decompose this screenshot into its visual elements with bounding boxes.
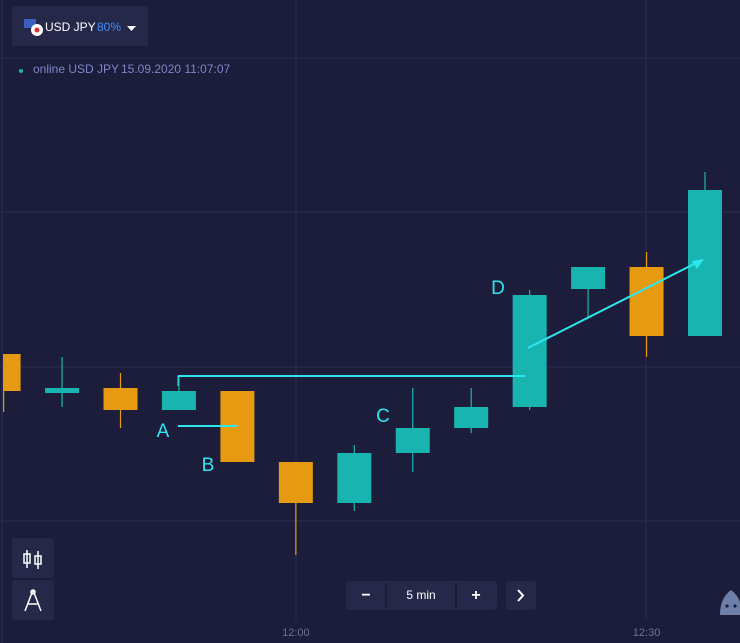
zoom-out[interactable]: − xyxy=(361,587,370,604)
chart-type-button[interactable] xyxy=(12,538,54,578)
candle-body xyxy=(161,391,196,410)
status-label: online USD JPY xyxy=(33,62,119,76)
candle-body xyxy=(103,388,138,410)
candle-body xyxy=(454,407,489,428)
candle-body xyxy=(571,267,606,289)
timestamp: 15.09.2020 11:07:07 xyxy=(121,62,231,76)
zoom-control: − 5 min + xyxy=(346,581,497,610)
time-axis: 12:00 12:30 xyxy=(282,627,660,639)
time-label: 12:00 xyxy=(282,627,310,639)
candle-body xyxy=(278,462,313,503)
candle-body xyxy=(688,190,722,336)
interval[interactable]: 5 min xyxy=(406,588,435,602)
annotation-label: A xyxy=(157,421,170,442)
zoom-in[interactable]: + xyxy=(471,587,480,604)
candle-body xyxy=(512,295,547,407)
candle-body xyxy=(3,354,21,391)
annotation-label: C xyxy=(376,406,390,427)
time-label: 12:30 xyxy=(633,627,661,639)
drawing-tool-button[interactable] xyxy=(12,580,54,620)
payout: 80% xyxy=(97,20,121,34)
next-button[interactable] xyxy=(506,581,536,610)
drawings xyxy=(177,259,704,427)
asset-selector[interactable]: USD JPY 80% xyxy=(12,6,148,46)
candle-body xyxy=(337,453,372,503)
asset-pair: USD JPY xyxy=(45,20,96,34)
candle-body xyxy=(395,428,430,453)
annotations: A B C D xyxy=(157,278,505,476)
online-dot xyxy=(19,69,23,73)
ghost-icon xyxy=(720,590,740,615)
candle-body xyxy=(45,388,80,393)
candle-body xyxy=(629,267,664,336)
annotation-label: D xyxy=(491,278,505,299)
candles xyxy=(3,172,722,555)
annotation-label: B xyxy=(202,455,215,476)
